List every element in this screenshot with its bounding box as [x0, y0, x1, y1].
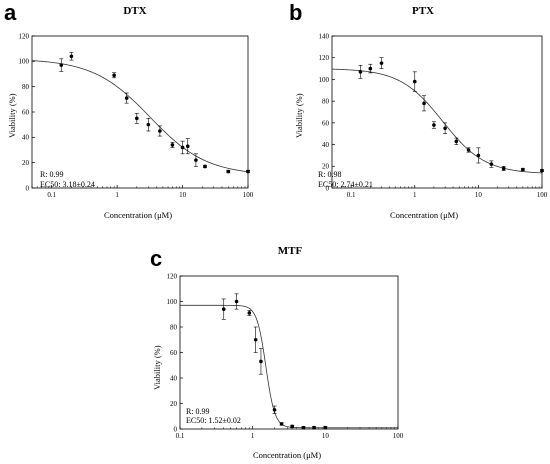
y-tick-label: 40: [22, 134, 30, 142]
x-tick-label: 0.1: [47, 191, 56, 199]
y-tick-label: 0: [326, 184, 330, 192]
data-point: [476, 153, 481, 158]
y-tick-label: 0: [26, 184, 30, 192]
x-tick-label: 0.1: [176, 432, 185, 440]
chart-plot-b: 0.1 1 10 100 0 20 40 60 80 100 120 140: [319, 32, 548, 199]
data-point: [180, 145, 185, 150]
y-tick-label: 80: [170, 323, 178, 331]
chart-title-c: MTF: [277, 245, 303, 257]
chart-plot-c: 0.1 1 10 100 0 20 40 60 80 100 120: [167, 272, 404, 440]
data-point: [158, 129, 162, 133]
data-point: [454, 139, 459, 144]
data-point: [379, 61, 384, 65]
y-tick-label: 120: [167, 272, 178, 280]
annotation-ec50-c: EC50: 1.52±0.02: [186, 416, 241, 425]
y-tick-label: 100: [19, 58, 30, 66]
x-tick-label: 100: [243, 191, 254, 199]
data-point: [301, 425, 306, 430]
x-tick-label: 10: [475, 191, 483, 199]
data-point: [323, 425, 328, 430]
x-tick-label: 1: [251, 432, 255, 440]
data-point: [540, 168, 544, 173]
data-point: [221, 307, 226, 311]
data-point: [279, 422, 284, 426]
annotation-r-a: R: 0.99: [40, 170, 64, 179]
data-point: [69, 54, 74, 59]
y-tick-label: 20: [322, 163, 330, 171]
x-tick-label: 1: [115, 191, 119, 199]
panel-letter-c: c: [150, 246, 163, 271]
data-point: [247, 311, 252, 315]
data-point: [253, 337, 258, 342]
y-tick-label: 140: [319, 32, 330, 40]
data-point: [170, 143, 175, 147]
data-point: [124, 96, 129, 100]
y-tick-label: 80: [22, 83, 30, 91]
data-point: [432, 123, 436, 127]
data-point: [226, 169, 231, 174]
x-tick-label: 10: [179, 191, 187, 199]
x-tick-label: 100: [537, 191, 548, 199]
panel-letter-b: b: [289, 0, 303, 25]
y-tick-label: 20: [22, 159, 30, 167]
x-axis-label-b: Concentration (μM): [389, 210, 459, 220]
chart-plot-a: 0.1 1 10 100 0 20 40 60 80 100 120: [19, 32, 254, 199]
annotation-ec50-b: EC50: 2.74±0.21: [318, 180, 373, 189]
chart-title-a: DTX: [123, 5, 147, 17]
panel-letter-a: a: [4, 0, 17, 25]
data-point: [234, 299, 239, 304]
data-point: [259, 359, 263, 364]
y-tick-label: 0: [174, 425, 178, 433]
data-point: [194, 158, 198, 162]
y-tick-label: 60: [170, 349, 178, 357]
x-tick-label: 10: [322, 432, 330, 440]
data-point: [146, 122, 151, 127]
data-point: [412, 79, 417, 84]
data-point: [112, 73, 116, 78]
data-point: [443, 126, 447, 131]
data-point: [203, 164, 207, 169]
y-tick-label: 100: [167, 298, 178, 306]
data-point: [368, 66, 373, 71]
x-tick-label: 100: [393, 432, 404, 440]
x-axis-label-c: Concentration (μM): [252, 450, 322, 460]
annotation-ec50-a: EC50: 3.18±0.24: [40, 180, 95, 189]
data-point: [135, 116, 139, 121]
data-point: [272, 408, 277, 412]
x-axis-label-a: Concentration (μM): [103, 210, 173, 220]
y-tick-label: 40: [170, 374, 178, 382]
fit-curve: [180, 304, 398, 429]
plot-frame: [179, 275, 399, 430]
data-point: [290, 424, 295, 429]
y-tick-label: 60: [22, 108, 30, 116]
fit-curve: [31, 60, 249, 173]
fit-curve: [331, 68, 543, 174]
data-point: [312, 425, 316, 430]
y-tick-label: 120: [19, 32, 30, 40]
data-point: [246, 169, 250, 174]
data-point: [489, 162, 494, 166]
data-point: [59, 63, 64, 67]
data-point: [501, 166, 506, 171]
y-tick-label: 120: [319, 54, 330, 62]
annotation-r-c: R: 0.99: [186, 407, 210, 416]
x-tick-label: 0.1: [347, 191, 356, 199]
y-tick-label: 60: [322, 119, 330, 127]
plot-frame: [331, 35, 543, 189]
x-tick-label: 1: [413, 191, 417, 199]
y-tick-label: 20: [170, 400, 178, 408]
data-point: [185, 144, 190, 148]
chart-title-b: PTX: [412, 5, 434, 17]
y-tick-label: 40: [322, 141, 330, 149]
data-point: [422, 101, 426, 106]
y-tick-label: 80: [322, 98, 330, 106]
y-tick-label: 100: [319, 76, 330, 84]
annotation-r-b: R: 0.98: [318, 170, 342, 179]
data-point: [358, 70, 363, 74]
data-point: [521, 167, 525, 172]
data-point: [466, 148, 471, 152]
